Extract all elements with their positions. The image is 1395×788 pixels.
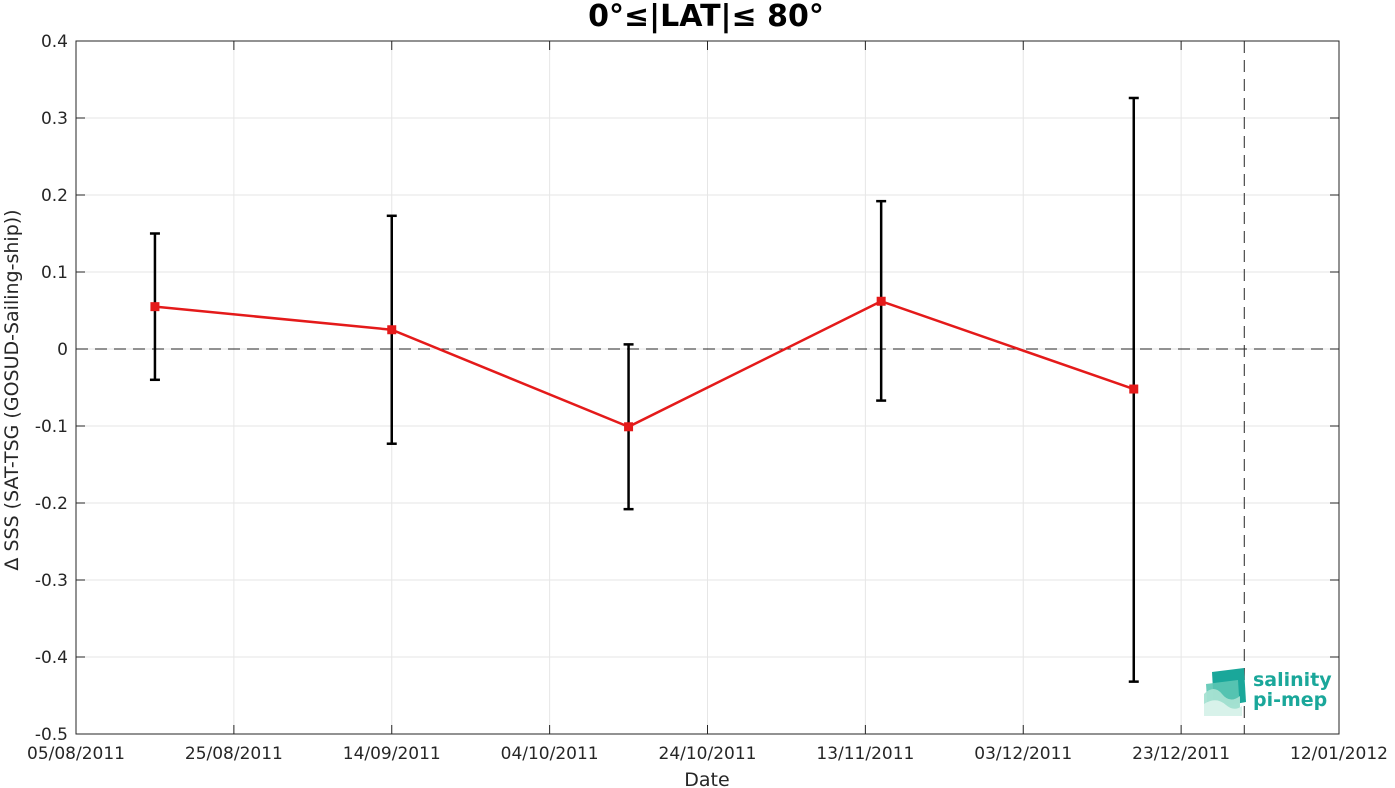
x-tick-label: 04/10/2011 <box>501 744 599 764</box>
x-tick-label: 13/11/2011 <box>816 744 914 764</box>
y-tick-label: 0.2 <box>41 186 68 206</box>
x-tick-label: 03/12/2011 <box>974 744 1072 764</box>
y-axis-label: Δ SSS (SAT-TSG (GOSUD-Sailing-ship)) <box>1 209 23 570</box>
data-point <box>387 325 397 335</box>
data-point <box>624 422 634 432</box>
y-tick-label: -0.2 <box>35 494 68 514</box>
x-tick-label: 25/08/2011 <box>185 744 283 764</box>
x-tick-label: 24/10/2011 <box>659 744 757 764</box>
logo-text-line2: pi-mep <box>1253 689 1327 711</box>
axis-ticks <box>75 40 1340 735</box>
series-polyline <box>154 299 1135 429</box>
data-point <box>876 296 886 306</box>
x-tick-label: 12/01/2012 <box>1290 744 1388 764</box>
x-axis-label: Date <box>684 769 729 788</box>
y-tick-label: -0.5 <box>35 725 68 745</box>
y-tick-label: -0.1 <box>35 417 68 437</box>
x-tick-label: 14/09/2011 <box>343 744 441 764</box>
y-tick-label: 0.4 <box>41 32 68 52</box>
data-points <box>150 296 1139 432</box>
data-point <box>1129 384 1139 394</box>
logo-text-line1: salinity <box>1253 669 1332 691</box>
y-tick-label: -0.4 <box>35 648 68 668</box>
error-bars <box>149 96 1139 683</box>
y-tick-label: 0.1 <box>41 263 68 283</box>
salinity-pimep-logo: salinity pi-mep <box>1204 668 1332 716</box>
x-tick-label: 23/12/2011 <box>1132 744 1230 764</box>
reference-lines <box>76 41 1339 734</box>
x-tick-labels: 05/08/2011 25/08/2011 14/09/2011 04/10/2011… <box>27 744 1388 764</box>
y-tick-labels: -0.5 -0.4 -0.3 -0.2 -0.1 0 0.1 0.2 0.3 0.4 <box>35 32 68 745</box>
chart-title: 0°≤|LAT|≤ 80° <box>588 0 824 34</box>
y-tick-label: -0.3 <box>35 571 68 591</box>
logo-mark-icon <box>1204 668 1246 716</box>
x-tick-label: 05/08/2011 <box>27 744 125 764</box>
data-point <box>150 302 160 312</box>
y-tick-label: 0 <box>57 340 68 360</box>
series-line <box>154 299 1135 429</box>
y-tick-label: 0.3 <box>41 109 68 129</box>
